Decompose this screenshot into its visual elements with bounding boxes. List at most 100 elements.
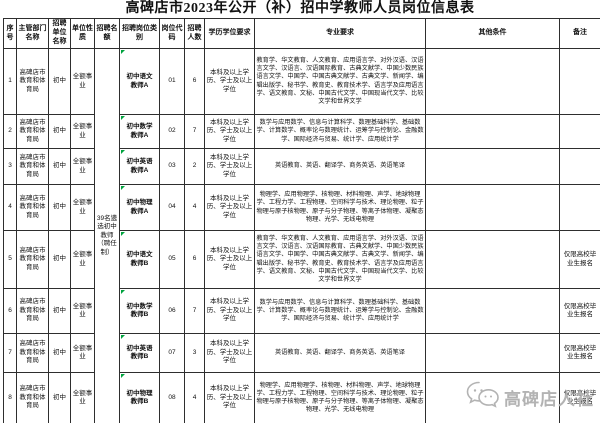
cell-education: 本科及以上学历、学士及以上学位 [204, 184, 255, 231]
col-header-unit: 招聘单位名称 [48, 18, 71, 49]
cell-unit: 初中 [48, 230, 71, 289]
cell-other [425, 114, 560, 149]
cell-code: 07 [159, 333, 185, 373]
cell-note: 仅限高校毕业生报名 [559, 230, 600, 289]
cell-nature: 全额事业 [70, 333, 95, 373]
cell-major: 数学与应用数学、信息与计算科学、数理基础科学、基础数学、计算数学、概率论与数理统… [254, 114, 426, 149]
cell-education: 本科及以上学历、学士及以上学位 [204, 148, 255, 185]
cell-unit: 初中 [48, 184, 71, 231]
cell-code: 04 [159, 184, 185, 231]
cell-other [425, 230, 560, 289]
cell-unit: 初中 [48, 114, 71, 149]
cell-dept: 高碑店市教育和体育局 [16, 372, 49, 423]
cell-seq: 5 [3, 230, 17, 289]
cell-nature: 全额事业 [70, 288, 95, 334]
cell-major: 数学与应用数学、信息与计算科学、数理基础科学、基础数学、计算数学、概率论与数理统… [254, 288, 426, 334]
header-row: 序号 主管部门名称 招聘单位名称 单位性质 招聘名额 招聘岗位类别 岗位代码 招… [3, 18, 600, 49]
cell-category: 初中语文教师A [119, 48, 160, 115]
cell-nature: 全额事业 [70, 230, 95, 289]
cell-seq: 2 [3, 114, 17, 149]
col-header-note: 备注 [559, 18, 600, 49]
cell-count: 6 [184, 230, 205, 289]
col-header-major: 专业要求 [254, 18, 426, 49]
cell-major: 教育学、华文教育、人文教育、应用语言学、对外汉语、汉语言文学、汉语言、汉语国际教… [254, 48, 426, 115]
cell-education: 本科及以上学历、学士及以上学位 [204, 333, 255, 373]
cell-nature: 全额事业 [70, 114, 95, 149]
col-header-code: 岗位代码 [159, 18, 185, 49]
cell-note: 仅限高校毕业生报名 [559, 288, 600, 334]
cell-dept: 高碑店市教育和体育局 [16, 184, 49, 231]
cell-unit: 初中 [48, 48, 71, 115]
cell-seq: 6 [3, 288, 17, 334]
cell-major: 物理学、应用物理学、核物理、材料物理、声学、地球物理学、工程力学、工程物理、空间… [254, 184, 426, 231]
col-header-nature: 单位性质 [70, 18, 95, 49]
cell-education: 本科及以上学历、学士及以上学位 [204, 114, 255, 149]
cell-code: 06 [159, 288, 185, 334]
cell-code: 02 [159, 114, 185, 149]
cell-major: 英语教育、英语、翻译学、商务英语、英语笔译 [254, 333, 426, 373]
recruitment-table: 序号 主管部门名称 招聘单位名称 单位性质 招聘名额 招聘岗位类别 岗位代码 招… [3, 18, 600, 423]
cell-dept: 高碑店市教育和体育局 [16, 333, 49, 373]
table-row: 6 高碑店市教育和体育局 初中 全额事业 初中数学教师B 06 7 本科及以上学… [3, 288, 600, 334]
cell-seq: 4 [3, 184, 17, 231]
cell-code: 05 [159, 230, 185, 289]
cell-note [559, 114, 600, 149]
col-header-seq: 序号 [3, 18, 17, 49]
cell-nature: 全额事业 [70, 184, 95, 231]
cell-category: 初中数学教师B [119, 288, 160, 334]
cell-count: 4 [184, 184, 205, 231]
cell-nature: 全额事业 [70, 372, 95, 423]
cell-other [425, 288, 560, 334]
cell-unit: 初中 [48, 333, 71, 373]
cell-code: 03 [159, 148, 185, 185]
cell-count: 3 [184, 333, 205, 373]
table-row: 8 高碑店市教育和体育局 初中 全额事业 初中物理教师B 08 4 本科及以上学… [3, 372, 600, 423]
cell-education: 本科及以上学历、学士及以上学位 [204, 230, 255, 289]
cell-dept: 高碑店市教育和体育局 [16, 48, 49, 115]
cell-quota-merged: 39名遴选初中教师（聘任制） [94, 48, 120, 423]
cell-count: 4 [184, 372, 205, 423]
cell-dept: 高碑店市教育和体育局 [16, 148, 49, 185]
cell-note: 仅限高校毕业生报名 [559, 333, 600, 373]
cell-education: 本科及以上学历、学士及以上学位 [204, 48, 255, 115]
cell-count: 6 [184, 48, 205, 115]
col-header-dept: 主管部门名称 [16, 18, 49, 49]
cell-note: 仅限高校毕业生报名 [559, 372, 600, 423]
cell-nature: 全额事业 [70, 48, 95, 115]
cell-major: 物理学、应用物理学、核物理、材料物理、声学、地球物理学、工程力学、工程物理、空间… [254, 372, 426, 423]
cell-unit: 初中 [48, 372, 71, 423]
cell-seq: 8 [3, 372, 17, 423]
table-row: 4 高碑店市教育和体育局 初中 全额事业 初中物理教师A 04 4 本科及以上学… [3, 184, 600, 231]
cell-other [425, 372, 560, 423]
cell-note [559, 48, 600, 115]
cell-count: 7 [184, 114, 205, 149]
col-header-category: 招聘岗位类别 [119, 18, 160, 49]
table-row: 3 高碑店市教育和体育局 初中 全额事业 初中英语教师A 03 2 本科及以上学… [3, 148, 600, 185]
cell-count: 2 [184, 148, 205, 185]
col-header-other: 其他条件 [425, 18, 560, 49]
cell-category: 初中数学教师A [119, 114, 160, 149]
cell-seq: 7 [3, 333, 17, 373]
table-row: 1 高碑店市教育和体育局 初中 全额事业 39名遴选初中教师（聘任制） 初中语文… [3, 48, 600, 423]
cell-note [559, 184, 600, 231]
cell-category: 初中物理教师B [119, 372, 160, 423]
col-header-quota: 招聘名额 [94, 18, 120, 49]
cell-education: 本科及以上学历、学士及以上学位 [204, 288, 255, 334]
cell-unit: 初中 [48, 288, 71, 334]
cell-other [425, 48, 560, 115]
cell-category: 初中英语教师A [119, 148, 160, 185]
cell-category: 初中语文教师B [119, 230, 160, 289]
cell-nature: 全额事业 [70, 148, 95, 185]
cell-seq: 1 [3, 48, 17, 115]
cell-code: 01 [159, 48, 185, 115]
table-row: 5 高碑店市教育和体育局 初中 全额事业 初中语文教师B 05 6 本科及以上学… [3, 230, 600, 289]
col-header-count: 招聘人数 [184, 18, 205, 49]
cell-category: 初中英语教师B [119, 333, 160, 373]
col-header-education: 学历学位要求 [204, 18, 255, 49]
table-row: 2 高碑店市教育和体育局 初中 全额事业 初中数学教师A 02 7 本科及以上学… [3, 114, 600, 149]
cell-code: 08 [159, 372, 185, 423]
cell-seq: 3 [3, 148, 17, 185]
cell-other [425, 184, 560, 231]
page-title: 高碑店市2023年公开（补）招中学教师人员岗位信息表 [125, 1, 475, 16]
